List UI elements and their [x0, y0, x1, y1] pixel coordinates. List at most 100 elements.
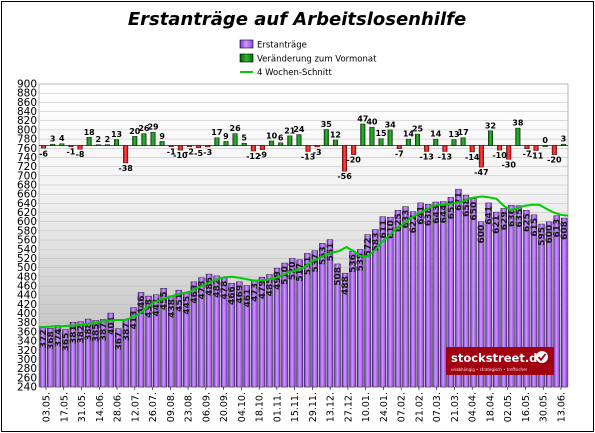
change-label: -3	[313, 148, 322, 157]
change-bar-negative	[41, 145, 47, 149]
change-label: -3	[203, 148, 212, 157]
claims-bar-label: 455	[160, 291, 170, 310]
y-tick-label: 440	[17, 290, 37, 302]
claims-bar	[523, 210, 530, 388]
claims-bar	[409, 211, 417, 388]
change-bar-positive	[114, 139, 120, 146]
x-tick-label: 23.08.	[184, 392, 195, 422]
claims-bar-label: 387	[99, 323, 109, 342]
x-tick-label: 20.09.	[219, 392, 230, 422]
change-bar-positive	[95, 144, 101, 147]
x-tick-label: 21.03.	[450, 392, 461, 422]
change-bar-positive	[232, 133, 238, 146]
y-tick-label: 660	[17, 189, 37, 201]
claims-bar	[561, 217, 568, 388]
change-bar-positive	[104, 144, 110, 147]
change-bar-negative	[123, 145, 129, 164]
claims-bar	[417, 202, 424, 388]
claims-bar-label: 381	[69, 325, 79, 344]
claims-bar	[175, 289, 182, 388]
claims-bar-label: 488	[341, 276, 351, 295]
claims-bar	[357, 249, 364, 388]
claims-bar-label: 445	[182, 296, 192, 315]
change-label: 6	[278, 133, 284, 142]
claims-bar	[281, 262, 288, 388]
x-tick-label: 27.12.	[343, 392, 354, 422]
change-label: -7	[395, 150, 404, 159]
change-bar-negative	[533, 145, 539, 151]
claims-bar-label: 537	[311, 254, 321, 273]
claims-bar-label: 446	[137, 295, 147, 314]
claims-bar-label: 486	[205, 277, 215, 296]
change-label: -14	[465, 153, 480, 162]
x-tick-label: 29.11.	[308, 392, 319, 422]
y-tick-label: 360	[17, 326, 37, 338]
claims-bar	[160, 288, 167, 388]
claims-bar	[228, 283, 235, 388]
change-bar-positive	[241, 143, 247, 146]
change-label: -5	[194, 149, 203, 158]
change-label: -7	[523, 150, 532, 159]
claims-bar	[266, 274, 273, 388]
change-label: -6	[39, 149, 48, 158]
y-tick-label: 340	[17, 336, 37, 348]
change-label: 26	[138, 124, 150, 133]
change-label: 21	[284, 126, 296, 135]
change-label: 17	[458, 128, 469, 137]
x-axis-ticks: 03.05. 17.05. 31.05. 14.06. 28.06. 12.07. 26.0…	[42, 387, 568, 422]
change-bar-negative	[77, 145, 83, 150]
logo-text: stockstreet.de	[451, 351, 545, 365]
change-label: 3	[50, 135, 56, 144]
claims-bar	[107, 312, 114, 388]
change-label: 35	[321, 120, 333, 129]
claims-bar	[485, 202, 492, 388]
claims-bar	[62, 329, 69, 388]
change-label: 25	[412, 125, 424, 134]
claims-bar-label: 643	[432, 205, 442, 224]
claims-bar-label: 622	[409, 215, 419, 234]
x-tick-label: 21.02.	[414, 392, 425, 422]
claims-bar	[319, 243, 326, 388]
claims-bar-label: 482	[213, 279, 223, 298]
claims-bar-label: 451	[175, 293, 185, 312]
change-bar-positive	[415, 133, 420, 146]
claims-bar-label: 611	[379, 220, 389, 239]
logo-tagline: unabhängig • strategisch • treffsicher	[451, 367, 528, 372]
y-tick-label: 900	[17, 79, 37, 91]
claims-bar-label: 625	[522, 213, 532, 232]
change-bar-negative	[68, 145, 74, 147]
change-label: -10	[173, 151, 188, 160]
claims-bar-label: 638	[424, 207, 434, 226]
change-bar-negative	[205, 145, 211, 148]
change-bar-positive	[59, 143, 65, 146]
claims-bar	[145, 295, 152, 388]
legend-swatch-claims	[239, 39, 254, 49]
claims-bar	[470, 198, 477, 388]
claims-bar-label: 485	[265, 278, 275, 297]
claims-bar-label: 650	[470, 202, 480, 221]
claims-bar-label: 621	[492, 215, 502, 234]
change-bar-positive	[487, 130, 493, 146]
y-tick-label: 320	[17, 345, 37, 357]
change-label: 47	[357, 114, 368, 123]
y-tick-label: 760	[17, 143, 37, 155]
change-bar-negative	[196, 145, 202, 149]
change-label: 18	[84, 128, 96, 137]
legend-label-change: Veränderung zum Vormonat	[257, 55, 377, 65]
x-tick-label: 10.01.	[361, 392, 372, 422]
claims-bar-label: 658	[462, 198, 472, 217]
change-label: -13	[419, 152, 433, 161]
claims-bar	[69, 322, 77, 388]
change-label: 40	[366, 118, 378, 127]
change-label: 9	[223, 132, 229, 141]
logo-check-icon	[536, 351, 548, 363]
y-tick-label: 460	[17, 281, 37, 293]
claims-bar	[115, 328, 122, 388]
x-tick-label: 02.05.	[503, 392, 514, 422]
change-bar-negative	[469, 145, 475, 153]
y-tick-label: 280	[17, 363, 37, 375]
claims-bar-label: 531	[303, 256, 313, 275]
change-label: 0	[542, 136, 548, 145]
